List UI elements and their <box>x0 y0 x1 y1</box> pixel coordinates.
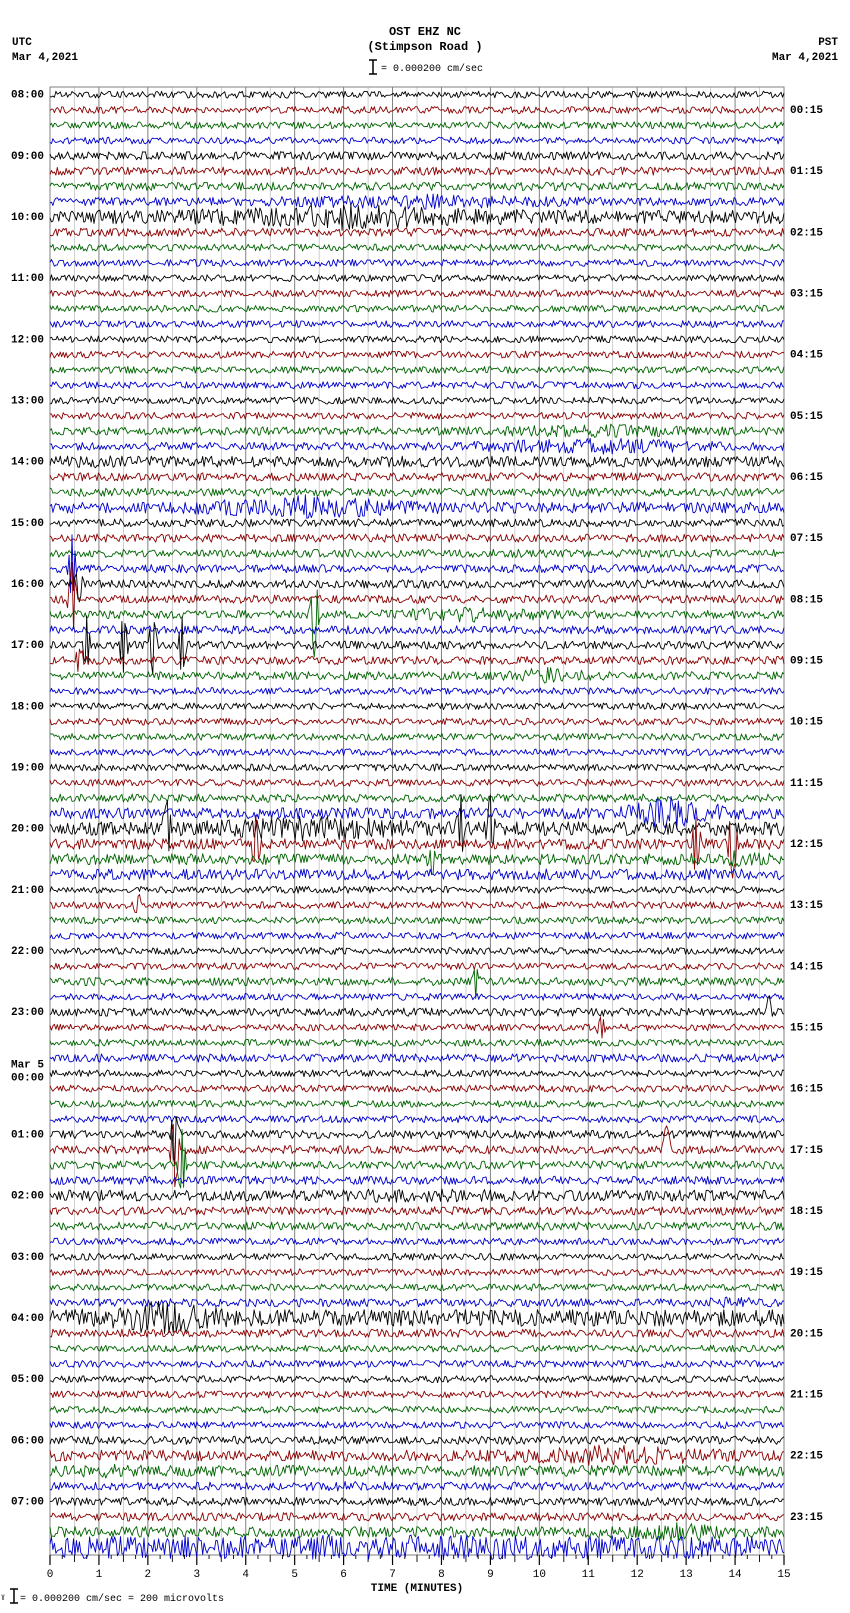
svg-text:PST: PST <box>818 37 838 49</box>
svg-text:ˠ: ˠ <box>0 1594 6 1605</box>
svg-text:07:15: 07:15 <box>790 533 823 545</box>
svg-text:12:00: 12:00 <box>11 334 44 346</box>
svg-text:19:00: 19:00 <box>11 762 44 774</box>
svg-text:05:00: 05:00 <box>11 1374 44 1386</box>
svg-text:13:00: 13:00 <box>11 395 44 407</box>
svg-text:14:15: 14:15 <box>790 961 823 973</box>
svg-text:5: 5 <box>291 1569 298 1581</box>
seismogram-chart: 0123456789101112131415TIME (MINUTES)OST … <box>0 0 850 1613</box>
svg-text:22:00: 22:00 <box>11 946 44 958</box>
svg-text:08:15: 08:15 <box>790 594 823 606</box>
svg-text:TIME (MINUTES): TIME (MINUTES) <box>371 1583 463 1595</box>
svg-text:= 0.000200 cm/sec = 200 mic: = 0.000200 cm/sec = 200 microvolts <box>20 1593 224 1605</box>
svg-text:15:00: 15:00 <box>11 518 44 530</box>
svg-text:03:00: 03:00 <box>11 1252 44 1264</box>
svg-text:UTC: UTC <box>12 37 32 49</box>
svg-text:12:15: 12:15 <box>790 839 823 851</box>
svg-text:14:00: 14:00 <box>11 457 44 469</box>
svg-text:17:00: 17:00 <box>11 640 44 652</box>
svg-text:18:00: 18:00 <box>11 701 44 713</box>
svg-text:20:00: 20:00 <box>11 824 44 836</box>
svg-text:23:15: 23:15 <box>790 1512 823 1524</box>
svg-text:03:15: 03:15 <box>790 288 823 300</box>
svg-text:= 0.000200 cm/sec: = 0.000200 cm/sec <box>381 63 483 75</box>
svg-text:06:15: 06:15 <box>790 472 823 484</box>
svg-text:10:15: 10:15 <box>790 717 823 729</box>
svg-text:OST EHZ NC: OST EHZ NC <box>389 25 461 39</box>
svg-text:02:00: 02:00 <box>11 1191 44 1203</box>
svg-text:Mar 4,2021: Mar 4,2021 <box>772 52 838 64</box>
svg-text:00:00: 00:00 <box>11 1072 44 1084</box>
svg-text:12: 12 <box>631 1569 644 1581</box>
svg-text:4: 4 <box>242 1569 249 1581</box>
svg-text:00:15: 00:15 <box>790 105 823 117</box>
svg-text:Mar 4,2021: Mar 4,2021 <box>12 52 78 64</box>
svg-text:11:15: 11:15 <box>790 778 823 790</box>
svg-text:10:00: 10:00 <box>11 212 44 224</box>
svg-text:05:15: 05:15 <box>790 411 823 423</box>
svg-text:06:00: 06:00 <box>11 1435 44 1447</box>
svg-text:2: 2 <box>145 1569 152 1581</box>
svg-text:6: 6 <box>340 1569 347 1581</box>
svg-text:04:15: 04:15 <box>790 350 823 362</box>
svg-text:11:00: 11:00 <box>11 273 44 285</box>
svg-text:23:00: 23:00 <box>11 1007 44 1019</box>
svg-text:20:15: 20:15 <box>790 1328 823 1340</box>
svg-text:08:00: 08:00 <box>11 90 44 102</box>
svg-text:16:00: 16:00 <box>11 579 44 591</box>
svg-text:1: 1 <box>96 1569 103 1581</box>
svg-text:19:15: 19:15 <box>790 1267 823 1279</box>
svg-text:21:00: 21:00 <box>11 885 44 897</box>
svg-text:07:00: 07:00 <box>11 1496 44 1508</box>
svg-text:Mar 5: Mar 5 <box>11 1059 44 1071</box>
svg-text:(Stimpson Road ): (Stimpson Road ) <box>367 40 482 54</box>
svg-text:8: 8 <box>438 1569 445 1581</box>
svg-text:22:15: 22:15 <box>790 1451 823 1463</box>
svg-text:15:15: 15:15 <box>790 1022 823 1034</box>
svg-text:09:00: 09:00 <box>11 151 44 163</box>
svg-text:21:15: 21:15 <box>790 1389 823 1401</box>
svg-text:10: 10 <box>533 1569 546 1581</box>
svg-text:16:15: 16:15 <box>790 1084 823 1096</box>
svg-text:14: 14 <box>728 1569 742 1581</box>
svg-text:18:15: 18:15 <box>790 1206 823 1218</box>
svg-text:3: 3 <box>193 1569 200 1581</box>
svg-text:0: 0 <box>47 1569 54 1581</box>
svg-text:11: 11 <box>582 1569 596 1581</box>
svg-text:09:15: 09:15 <box>790 655 823 667</box>
svg-text:7: 7 <box>389 1569 396 1581</box>
svg-text:15: 15 <box>777 1569 790 1581</box>
svg-text:17:15: 17:15 <box>790 1145 823 1157</box>
seismogram-svg: 0123456789101112131415TIME (MINUTES)OST … <box>0 0 850 1613</box>
svg-text:04:00: 04:00 <box>11 1313 44 1325</box>
svg-text:13:15: 13:15 <box>790 900 823 912</box>
svg-text:01:15: 01:15 <box>790 166 823 178</box>
svg-text:13: 13 <box>680 1569 693 1581</box>
svg-text:9: 9 <box>487 1569 494 1581</box>
svg-text:02:15: 02:15 <box>790 227 823 239</box>
svg-text:01:00: 01:00 <box>11 1129 44 1141</box>
